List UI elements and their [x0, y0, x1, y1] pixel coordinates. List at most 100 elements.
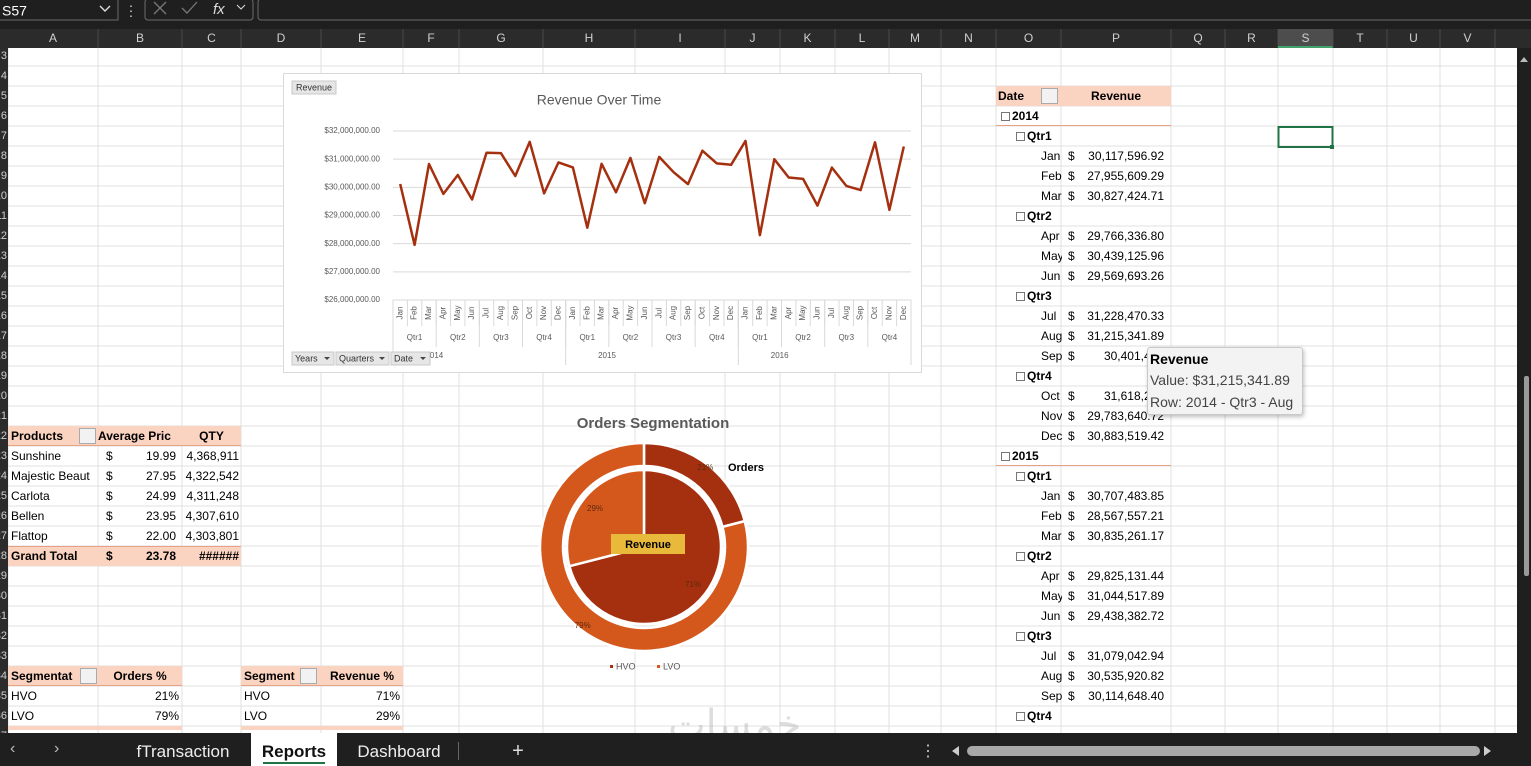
product-name: Carlota — [11, 489, 50, 503]
row-header: 12 — [0, 230, 7, 242]
filter-dropdown[interactable] — [1041, 88, 1058, 104]
column-header: R — [1247, 31, 1256, 45]
product-name: Bellen — [11, 509, 45, 523]
enter-icon — [181, 1, 198, 14]
inner-series-label-box — [611, 534, 685, 554]
collapse-button[interactable] — [1016, 552, 1025, 561]
h-scroll-left[interactable] — [952, 746, 959, 756]
currency: $ — [1068, 529, 1075, 543]
x-tick-label: Dec — [726, 306, 735, 320]
collapse-button[interactable] — [1001, 452, 1010, 461]
currency: $ — [1068, 249, 1075, 263]
pivot-revenue: 29,438,382.72 — [1087, 609, 1164, 623]
tab-next[interactable]: › — [54, 740, 60, 757]
legend-label: HVO — [616, 661, 636, 671]
inner-value-label: 71% — [685, 580, 701, 589]
table-header: Revenue % — [329, 669, 395, 683]
x-tick-label: Feb — [410, 306, 419, 320]
avg-price: 27.95 — [145, 469, 176, 483]
collapse-button[interactable] — [1016, 292, 1025, 301]
field-button-text: Revenue — [296, 82, 332, 92]
pivot-header: Revenue — [1090, 89, 1142, 103]
pivot-revenue: 30,883,519.42 — [1087, 429, 1164, 443]
quarter-label: Qtr4 — [709, 333, 725, 342]
h-scroll-thumb[interactable] — [967, 746, 1480, 756]
formula-tools — [144, 0, 254, 21]
sheet-tab[interactable]: Reports — [261, 742, 327, 761]
x-tick-label: Jul — [827, 308, 836, 318]
filter-dropdown[interactable] — [300, 668, 317, 684]
row-header: 22 — [0, 430, 7, 442]
quarter-label: Qtr3 — [666, 333, 682, 342]
product-name: Flattop — [11, 529, 48, 543]
row-header: 29 — [0, 570, 7, 582]
chart-title: Revenue Over Time — [537, 92, 662, 108]
column-header: D — [277, 31, 286, 45]
x-tick-label: May — [626, 305, 635, 320]
quarter-label: Qtr2 — [450, 333, 466, 342]
sheet-tab[interactable]: fTransaction — [136, 742, 230, 761]
pivot-month: Oct — [1041, 389, 1060, 403]
filter-button-text: Quarters — [339, 353, 375, 363]
filter-dropdown[interactable] — [80, 668, 97, 684]
product-name: Majestic Beaut — [11, 469, 90, 483]
add-sheet[interactable]: + — [512, 740, 524, 762]
year-label: 2014 — [425, 351, 443, 360]
pivot-month: May — [1041, 249, 1062, 263]
table-header: Segment — [244, 669, 295, 683]
collapse-button[interactable] — [1016, 472, 1025, 481]
quarter-label: Qtr2 — [795, 333, 811, 342]
column-header: F — [427, 31, 434, 45]
x-tick-label: Sep — [510, 305, 519, 320]
chart-area — [283, 73, 922, 373]
row-header: 14 — [0, 270, 7, 282]
collapse-button[interactable] — [1016, 712, 1025, 721]
year-label: 2016 — [771, 351, 789, 360]
outer-series-label: Orders — [728, 462, 764, 474]
row-header: 34 — [0, 670, 7, 682]
x-tick-label: Apr — [784, 306, 793, 319]
avg-price: 22.00 — [145, 529, 176, 543]
x-tick-label: Dec — [554, 306, 563, 320]
pivot-revenue: 28,567,557.21 — [1087, 509, 1164, 523]
pivot-month: Jun — [1041, 609, 1061, 623]
table-bottom-edge — [8, 726, 182, 730]
filter-dropdown[interactable] — [79, 428, 96, 444]
h-scroll-right[interactable] — [1484, 746, 1491, 756]
pivot-revenue: 29,766,336.80 — [1087, 229, 1164, 243]
tab-separator — [458, 742, 459, 760]
avg-price: 23.95 — [145, 509, 176, 523]
fill-handle — [1330, 145, 1334, 149]
segment-pct: 71% — [375, 689, 400, 703]
row-header: 23 — [0, 450, 7, 462]
x-tick-label: Jul — [482, 308, 491, 318]
pivot-revenue: 30,827,424.71 — [1087, 189, 1164, 203]
collapse-button[interactable] — [1016, 132, 1025, 141]
column-header: S — [1301, 31, 1309, 45]
row-header: 16 — [0, 310, 7, 322]
filter-arrow — [324, 357, 330, 360]
fx-chevron — [236, 4, 246, 10]
name-box-text: S57 — [2, 3, 27, 19]
active-tab-underline — [263, 762, 325, 764]
row-header: 33 — [0, 650, 7, 662]
tab-prev[interactable]: ‹ — [10, 740, 16, 757]
currency: $ — [1068, 609, 1075, 623]
row-header: 32 — [0, 630, 7, 642]
x-tick-label: May — [453, 305, 462, 320]
row-header: 17 — [0, 330, 7, 342]
collapse-button[interactable] — [1016, 372, 1025, 381]
collapse-button[interactable] — [1016, 632, 1025, 641]
sheet-tab[interactable]: Dashboard — [357, 742, 441, 761]
row-header-bar — [0, 48, 8, 733]
column-header: I — [678, 31, 681, 45]
collapse-button[interactable] — [1001, 112, 1010, 121]
currency: $ — [106, 529, 113, 543]
pivot-year: 2014 — [1012, 109, 1039, 123]
pivot-month: Sep — [1041, 689, 1062, 703]
collapse-button[interactable] — [1016, 212, 1025, 221]
row-header: 4 — [0, 70, 7, 82]
row-header: 19 — [0, 370, 7, 382]
tab-more[interactable]: ⋮ — [920, 743, 932, 760]
column-header: J — [750, 31, 756, 45]
